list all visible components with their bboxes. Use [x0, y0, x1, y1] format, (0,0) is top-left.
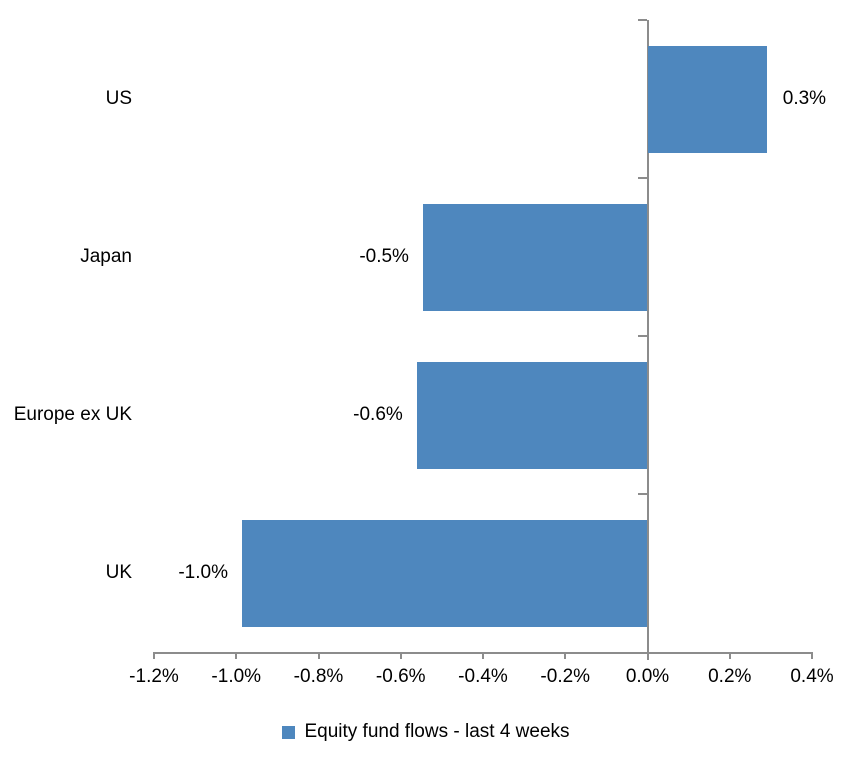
value-label-uk: -1.0% [178, 562, 228, 583]
category-label-japan: Japan [80, 246, 132, 267]
axis-tick-label: -0.4% [458, 666, 508, 687]
axis-tick-label: 0.4% [790, 666, 834, 687]
axis-tick-label: 0.2% [708, 666, 752, 687]
axis-tick-label: -0.6% [375, 666, 426, 687]
category-axis-line [646, 20, 649, 660]
axis-tick [728, 652, 731, 659]
axis-tick [235, 652, 238, 659]
axis-tick-label: -0.8% [293, 666, 344, 687]
axis-tick-label: -0.2% [540, 666, 591, 687]
bar-japan [422, 203, 648, 311]
axis-tick-label: -1.0% [211, 666, 262, 687]
bar-us [647, 45, 767, 153]
category-axis-tick [637, 493, 647, 495]
axis-tick-label: -1.2% [129, 666, 179, 687]
legend-swatch [282, 725, 296, 739]
legend-label: Equity fund flows - last 4 weeks [304, 721, 570, 742]
legend: Equity fund flows - last 4 weeks [0, 719, 852, 745]
axis-tick [564, 652, 567, 659]
category-axis-tick [637, 19, 647, 21]
value-label-japan: -0.5% [359, 246, 409, 267]
category-label-europe-ex-uk: Europe ex UK [13, 404, 132, 425]
bar-europe-ex-uk [416, 361, 648, 469]
axis-tick [399, 652, 402, 659]
category-label-uk: UK [105, 562, 132, 583]
axis-tick [317, 652, 320, 659]
value-label-us: 0.3% [782, 88, 827, 109]
axis-tick-label: 0.0% [625, 666, 670, 687]
axis-tick [811, 652, 813, 659]
axis-tick [153, 652, 155, 659]
axis-tick [482, 652, 484, 659]
category-axis-tick [637, 177, 647, 179]
category-label-us: US [105, 88, 132, 109]
category-axis-tick [637, 335, 647, 337]
value-label-europe-ex-uk: -0.6% [353, 404, 403, 425]
bar-uk [242, 519, 648, 627]
